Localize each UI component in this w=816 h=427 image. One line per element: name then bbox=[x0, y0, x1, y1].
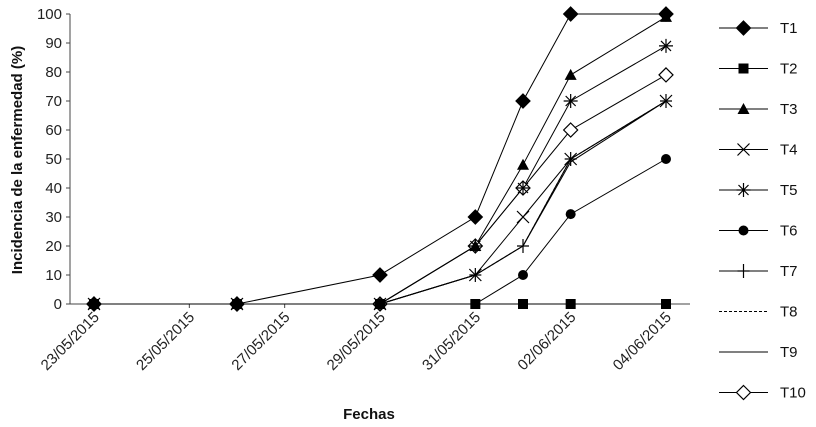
legend-label: T2 bbox=[780, 61, 798, 78]
legend-label: T3 bbox=[780, 101, 798, 118]
point-t5 bbox=[659, 38, 673, 53]
legend-label: T10 bbox=[780, 385, 806, 402]
legend-label: T6 bbox=[780, 223, 798, 240]
legend-item-t10: T10 bbox=[719, 385, 806, 402]
legend-label: T5 bbox=[780, 182, 798, 199]
point-t2 bbox=[518, 299, 528, 309]
point-t2 bbox=[565, 299, 576, 309]
legend-item-t9: T9 bbox=[719, 344, 798, 361]
x-tick-label: 27/05/2015 bbox=[228, 309, 293, 374]
y-tick-label: 90 bbox=[45, 35, 62, 52]
legend-item-t1: T1 bbox=[719, 20, 798, 37]
legend-item-t2: T2 bbox=[719, 61, 798, 78]
y-tick-label: 60 bbox=[45, 122, 62, 139]
x-tick-label: 29/05/2015 bbox=[324, 309, 389, 374]
point-t10 bbox=[562, 122, 579, 138]
y-tick-label: 50 bbox=[45, 151, 62, 168]
point-t3 bbox=[564, 68, 577, 80]
point-t1 bbox=[229, 296, 245, 312]
y-tick-label: 40 bbox=[45, 180, 62, 197]
legend-label: T9 bbox=[780, 344, 798, 361]
legend-marker bbox=[737, 264, 750, 278]
y-axis-title: Incidencia de la enfermedad (%) bbox=[9, 46, 26, 274]
y-tick-label: 0 bbox=[54, 296, 62, 313]
y-tick-label: 20 bbox=[45, 238, 62, 255]
x-tick-label: 04/06/2015 bbox=[610, 309, 675, 374]
point-t3 bbox=[469, 240, 482, 251]
point-t1 bbox=[467, 209, 484, 225]
y-tick-label: 100 bbox=[37, 6, 62, 23]
x-tick-label: 02/06/2015 bbox=[514, 309, 579, 374]
plot-area: 0 10 20 30 40 50 60 70 80 90 100 23/05/2015 25/05/2… bbox=[37, 6, 690, 374]
point-t3 bbox=[517, 158, 529, 170]
point-t4 bbox=[564, 152, 578, 166]
y-tick-label: 70 bbox=[45, 93, 62, 110]
point-t6 bbox=[518, 270, 528, 280]
point-t6 bbox=[661, 154, 671, 164]
point-t2 bbox=[375, 299, 385, 309]
x-axis-ticks: 23/05/2015 25/05/2015 27/05/2015 29/05/2015… bbox=[38, 304, 675, 374]
point-t5 bbox=[563, 94, 578, 108]
point-t1 bbox=[562, 6, 579, 22]
point-t2 bbox=[470, 299, 481, 309]
x-tick-label: 25/05/2015 bbox=[133, 309, 198, 374]
point-t4 bbox=[659, 94, 673, 108]
legend-item-t4: T4 bbox=[719, 142, 798, 159]
series-markers bbox=[86, 6, 674, 312]
legend-label: T8 bbox=[780, 304, 798, 321]
legend-item-t7: T7 bbox=[719, 263, 798, 280]
x-tick-label: 23/05/2015 bbox=[38, 309, 103, 374]
point-t5 bbox=[516, 181, 530, 195]
legend-marker bbox=[737, 143, 750, 156]
legend-item-t5: T5 bbox=[719, 182, 798, 199]
legend-marker bbox=[738, 63, 749, 74]
series-line-t1 bbox=[94, 13, 666, 305]
x-axis-title: Fechas bbox=[343, 406, 395, 423]
y-tick-label: 80 bbox=[45, 64, 62, 81]
legend-marker bbox=[735, 20, 752, 36]
point-t6 bbox=[565, 209, 576, 220]
point-t4 bbox=[468, 268, 482, 282]
legend-item-t6: T6 bbox=[719, 223, 798, 240]
legend: T1 T2 T3 T4 T5 T6 T7 T8 T9 T10 bbox=[719, 20, 806, 402]
legend-label: T7 bbox=[780, 263, 798, 280]
legend-marker bbox=[738, 225, 749, 236]
legend-marker bbox=[737, 103, 750, 114]
legend-label: T4 bbox=[780, 142, 798, 159]
y-axis-ticks: 0 10 20 30 40 50 60 70 80 90 100 bbox=[37, 6, 70, 313]
series-lines bbox=[94, 13, 667, 305]
legend-item-t8: T8 bbox=[719, 304, 798, 321]
point-t7 bbox=[517, 239, 529, 253]
point-t1 bbox=[372, 267, 388, 283]
legend-label: T1 bbox=[780, 20, 798, 37]
point-t10 bbox=[658, 67, 674, 83]
series-line-t3 bbox=[94, 16, 667, 305]
x-tick-label: 31/05/2015 bbox=[419, 309, 484, 374]
y-tick-label: 30 bbox=[45, 209, 62, 226]
legend-marker bbox=[736, 183, 751, 197]
legend-item-t3: T3 bbox=[719, 101, 798, 118]
series-line-t5 bbox=[94, 45, 667, 305]
point-t1 bbox=[515, 93, 531, 109]
point-t1 bbox=[658, 6, 674, 22]
y-tick-label: 10 bbox=[45, 267, 62, 284]
legend-marker bbox=[735, 384, 752, 401]
point-t2 bbox=[661, 299, 671, 309]
point-t4 bbox=[516, 210, 530, 224]
point-t1 bbox=[86, 296, 102, 312]
